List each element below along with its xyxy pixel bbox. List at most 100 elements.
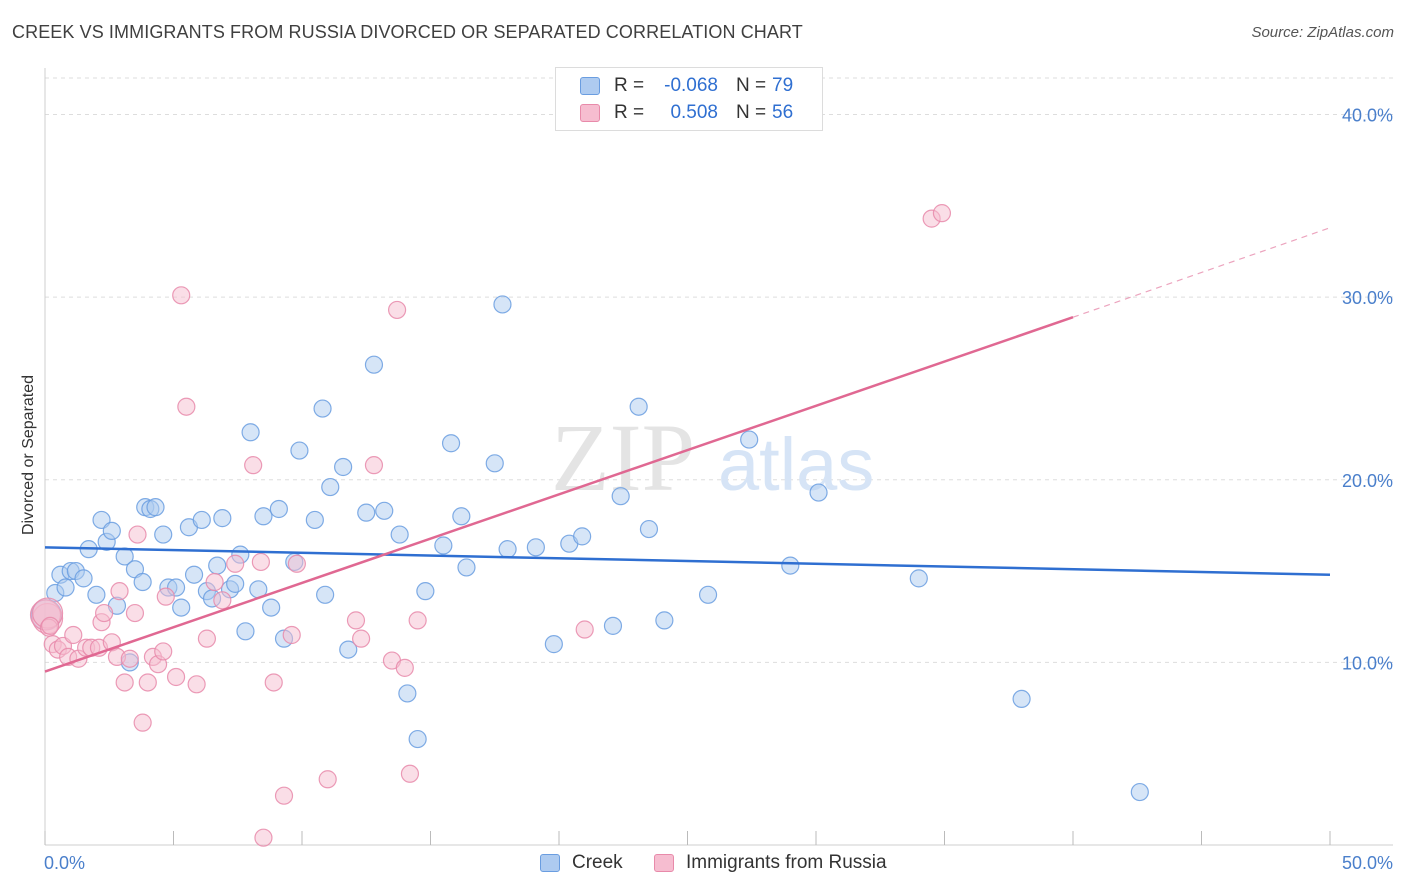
creek-point bbox=[172, 598, 191, 617]
russia-swatch bbox=[654, 854, 674, 872]
n-label: N = bbox=[736, 102, 767, 123]
creek-point bbox=[375, 501, 394, 520]
creek-point bbox=[434, 536, 453, 555]
y-tick-label: 10.0% bbox=[1342, 653, 1393, 673]
legend-row-creek: R = -0.068 N = 79 bbox=[580, 74, 793, 98]
r-value: -0.068 bbox=[664, 75, 718, 96]
creek-point bbox=[236, 622, 255, 641]
y-tick-label: 20.0% bbox=[1342, 471, 1393, 491]
x-tick-label-max: 50.0% bbox=[1342, 853, 1393, 873]
creek-point bbox=[526, 538, 545, 557]
legend-row-russia: R = 0.508 N = 56 bbox=[580, 101, 793, 125]
russia-point bbox=[154, 642, 173, 661]
creek-point bbox=[485, 454, 504, 473]
russia-point bbox=[352, 629, 371, 648]
russia-point bbox=[128, 525, 147, 544]
creek-trend-line bbox=[44, 546, 1331, 576]
creek-point bbox=[154, 525, 173, 544]
axis-layer: 10.0% 20.0% 30.0% 40.0% bbox=[44, 68, 1393, 846]
creek-point bbox=[102, 521, 121, 540]
russia-point bbox=[932, 204, 952, 223]
creek-point bbox=[305, 510, 324, 530]
russia-trend-extension bbox=[1072, 227, 1331, 318]
creek-point bbox=[909, 569, 928, 588]
creek-point bbox=[416, 582, 435, 601]
y-axis-label: Divorced or Separated bbox=[20, 375, 37, 535]
russia-point bbox=[287, 554, 306, 573]
russia-point bbox=[364, 456, 384, 475]
creek-point bbox=[441, 434, 461, 453]
creek-point bbox=[316, 585, 335, 604]
r-label: R = bbox=[614, 75, 645, 96]
creek-point bbox=[408, 729, 427, 749]
russia-point bbox=[318, 770, 337, 789]
creek-point bbox=[603, 616, 623, 635]
creek-swatch bbox=[580, 77, 600, 95]
creek-point bbox=[698, 585, 718, 604]
y-tick-label: 30.0% bbox=[1342, 288, 1393, 308]
r-label: R = bbox=[614, 102, 645, 123]
creek-point bbox=[192, 510, 211, 530]
russia-point bbox=[138, 673, 157, 692]
russia-point bbox=[172, 286, 191, 305]
russia-point bbox=[395, 658, 414, 677]
creek-point bbox=[1012, 689, 1031, 709]
creek-point bbox=[1130, 782, 1149, 802]
creek-point bbox=[208, 556, 227, 575]
grid-layer bbox=[45, 77, 1393, 663]
creek-point bbox=[364, 355, 384, 374]
russia-point bbox=[125, 603, 145, 623]
creek-point bbox=[146, 498, 165, 517]
russia-point bbox=[166, 667, 186, 687]
russia-point bbox=[213, 591, 232, 610]
legend-item-russia[interactable]: Immigrants from Russia bbox=[654, 852, 887, 874]
creek-point bbox=[334, 457, 353, 477]
russia-point bbox=[187, 675, 206, 694]
russia-point bbox=[115, 673, 134, 692]
russia-point bbox=[408, 611, 427, 630]
creek-point bbox=[357, 503, 376, 522]
creek-point bbox=[269, 499, 288, 519]
russia-point bbox=[254, 828, 273, 847]
n-value: 79 bbox=[772, 75, 794, 96]
creek-point bbox=[290, 441, 309, 460]
creek-point bbox=[398, 684, 417, 703]
creek-point bbox=[213, 509, 232, 528]
y-tick-label: 40.0% bbox=[1342, 106, 1393, 126]
legend-series: Creek Immigrants from Russia bbox=[0, 852, 1406, 878]
creek-point bbox=[241, 423, 260, 442]
russia-point bbox=[110, 582, 129, 601]
creek-point bbox=[629, 397, 648, 416]
creek-swatch bbox=[540, 854, 560, 872]
russia-point bbox=[400, 764, 420, 783]
russia-point bbox=[251, 552, 270, 572]
creek-point bbox=[321, 477, 340, 497]
creek-point bbox=[87, 585, 106, 604]
russia-point bbox=[133, 713, 152, 732]
russia-point bbox=[264, 673, 283, 692]
creek-point bbox=[544, 635, 563, 654]
russia-point bbox=[120, 649, 139, 668]
legend-label-creek: Creek bbox=[572, 852, 623, 873]
points-layer bbox=[29, 204, 1149, 847]
creek-point bbox=[226, 574, 245, 593]
creek-point bbox=[339, 640, 358, 659]
creek-point bbox=[493, 295, 512, 314]
creek-point bbox=[56, 578, 75, 597]
legend-label-russia: Immigrants from Russia bbox=[686, 852, 887, 873]
russia-point bbox=[346, 611, 366, 630]
creek-point bbox=[457, 558, 476, 577]
creek-point bbox=[573, 527, 592, 546]
creek-point bbox=[781, 556, 800, 575]
russia-point bbox=[95, 603, 114, 623]
russia-point bbox=[575, 620, 594, 639]
legend-item-creek[interactable]: Creek bbox=[540, 852, 623, 874]
creek-point bbox=[655, 611, 674, 630]
russia-point bbox=[41, 616, 60, 635]
r-value: 0.508 bbox=[670, 102, 718, 123]
x-tick-label-min: 0.0% bbox=[44, 853, 85, 873]
n-value: 56 bbox=[772, 102, 794, 123]
creek-point bbox=[74, 569, 93, 588]
creek-point bbox=[390, 525, 409, 544]
